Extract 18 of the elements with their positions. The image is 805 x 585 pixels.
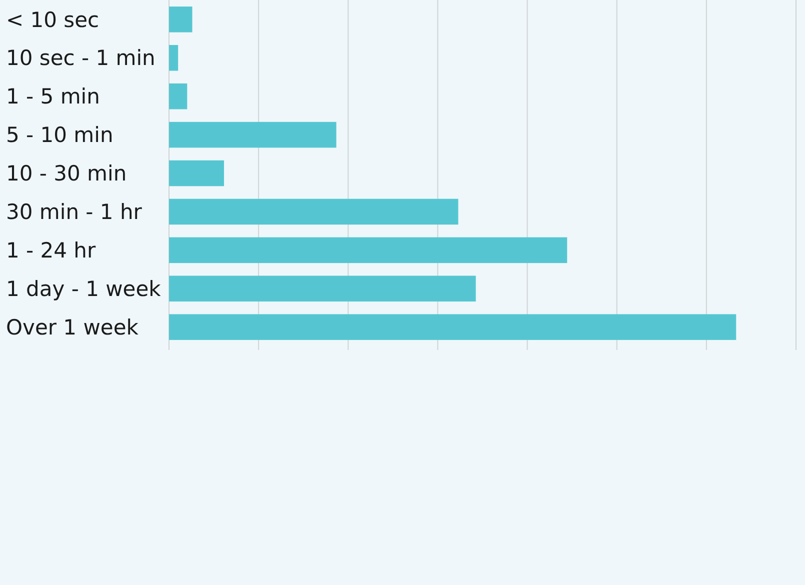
y-tick-label: Over 1 week: [6, 315, 140, 340]
y-tick-label: 30 min - 1 hr: [6, 200, 142, 224]
y-tick-label: 1 day - 1 week: [6, 276, 162, 301]
y-tick-label: 1 - 24 hr: [6, 238, 96, 263]
y-tick-label: 10 - 30 min: [6, 162, 127, 186]
y-tick-label: 1 - 5 min: [6, 84, 100, 109]
y-tick-label: 5 - 10 min: [6, 123, 114, 148]
bar: [169, 276, 476, 302]
bar: [169, 83, 188, 110]
bar: [169, 237, 568, 264]
bar: [169, 314, 736, 340]
bar: [169, 44, 178, 71]
y-tick-label: < 10 sec: [6, 8, 100, 32]
bar: [169, 160, 224, 186]
bar: [169, 122, 336, 148]
bar: [169, 6, 192, 32]
y-tick-label: 10 sec - 1 min: [6, 46, 156, 70]
bar: [169, 198, 458, 225]
